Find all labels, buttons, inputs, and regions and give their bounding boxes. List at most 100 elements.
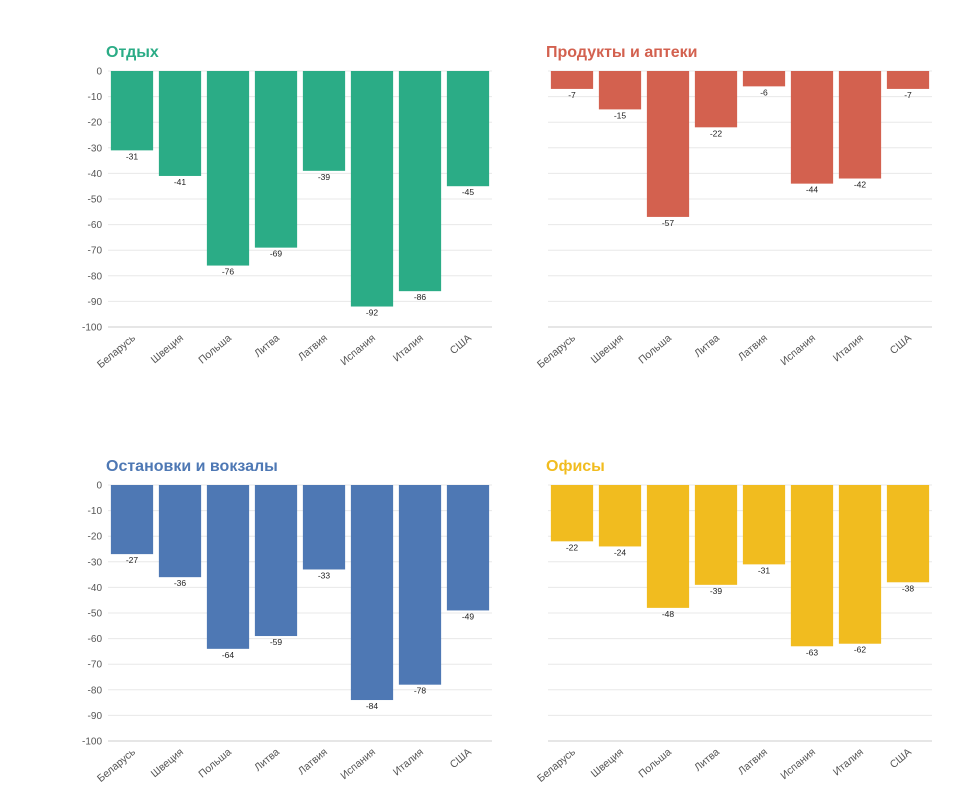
data-label: -48	[662, 609, 675, 619]
x-tick-label: Латвия	[296, 332, 330, 363]
x-tick-label: Италия	[831, 746, 866, 778]
bar	[838, 485, 882, 644]
y-tick-label: -100	[82, 323, 102, 334]
data-label: -15	[614, 110, 627, 120]
bar	[302, 485, 346, 570]
x-tick-label: США	[888, 746, 914, 771]
bar	[158, 485, 202, 578]
data-label: -69	[270, 249, 283, 259]
y-tick-label: -10	[88, 92, 103, 103]
y-tick-label: -40	[88, 169, 103, 180]
bar	[398, 485, 442, 685]
x-tick-label: Польша	[636, 746, 674, 780]
y-tick-label: -80	[88, 271, 103, 282]
bar	[790, 71, 834, 184]
bar	[550, 71, 594, 89]
x-tick-label: Италия	[391, 746, 426, 778]
x-tick-label: Беларусь	[535, 332, 578, 371]
bar	[302, 71, 346, 171]
bar	[742, 71, 786, 87]
bar	[886, 485, 930, 583]
y-tick-label: -20	[88, 118, 103, 129]
bar	[598, 485, 642, 547]
bar	[646, 485, 690, 608]
y-tick-label: -100	[82, 737, 102, 748]
y-tick-label: -20	[88, 532, 103, 543]
data-label: -42	[854, 180, 867, 190]
data-label: -78	[414, 686, 427, 696]
y-tick-label: -90	[88, 711, 103, 722]
x-tick-label: Испания	[778, 332, 818, 368]
data-label: -6	[760, 87, 768, 97]
data-label: -59	[270, 637, 283, 647]
x-tick-label: Беларусь	[95, 332, 138, 371]
y-tick-label: -30	[88, 143, 103, 154]
y-tick-label: -50	[88, 195, 103, 206]
data-label: -62	[854, 645, 867, 655]
data-label: -24	[614, 547, 627, 557]
data-label: -7	[568, 90, 576, 100]
data-label: -31	[126, 151, 139, 161]
bar	[838, 71, 882, 179]
y-tick-label: -50	[88, 609, 103, 620]
x-tick-label: Польша	[196, 746, 234, 780]
data-label: -44	[806, 185, 819, 195]
bar	[158, 71, 202, 176]
x-tick-label: Швеция	[149, 332, 186, 366]
data-label: -33	[318, 570, 331, 580]
bar	[254, 485, 298, 637]
x-tick-label: Литва	[692, 332, 722, 360]
data-label: -41	[174, 177, 187, 187]
data-label: -84	[366, 701, 379, 711]
x-tick-label: Швеция	[589, 332, 626, 366]
data-label: -27	[126, 555, 139, 565]
x-tick-label: США	[888, 332, 914, 357]
y-tick-label: -90	[88, 297, 103, 308]
y-tick-label: -80	[88, 685, 103, 696]
data-label: -49	[462, 611, 475, 621]
bar	[694, 71, 738, 128]
data-label: -7	[904, 90, 912, 100]
x-tick-label: Италия	[831, 332, 866, 364]
x-tick-label: Польша	[196, 332, 234, 366]
bar	[886, 71, 930, 89]
y-tick-label: -70	[88, 246, 103, 257]
bar	[398, 71, 442, 292]
bar	[446, 71, 490, 187]
y-tick-label: -40	[88, 583, 103, 594]
x-tick-label: Италия	[391, 332, 426, 364]
x-tick-label: Литва	[692, 746, 722, 774]
y-tick-label: -10	[88, 506, 103, 517]
chart-panel-4: Офисы -22 Беларусь -24 Швеция -48 Польша -39 Лит…	[535, 458, 932, 785]
bar	[446, 485, 490, 611]
data-label: -38	[902, 583, 915, 593]
bar	[598, 71, 642, 110]
bar	[350, 485, 394, 701]
bar	[742, 485, 786, 565]
data-label: -76	[222, 267, 235, 277]
bar	[694, 485, 738, 585]
y-tick-label: -60	[88, 220, 103, 231]
x-tick-label: Латвия	[736, 332, 770, 363]
y-tick-label: 0	[96, 481, 102, 492]
chart-panel-1: Отдых 0 -10 -20 -30 -40 -50 -60 -70 -80 -90 -100 -31…	[82, 44, 492, 371]
x-tick-label: Латвия	[296, 746, 330, 777]
data-label: -92	[366, 308, 379, 318]
x-tick-label: США	[448, 332, 474, 357]
x-tick-label: Испания	[338, 332, 378, 368]
y-tick-label: 0	[96, 67, 102, 78]
chart-panel-2: Продукты и аптеки -7 Беларусь -15 Швеция -57 П…	[535, 44, 932, 371]
chart-title: Остановки и вокзалы	[106, 458, 278, 475]
chart-title: Офисы	[546, 458, 605, 475]
bar	[550, 485, 594, 542]
bar	[110, 485, 154, 555]
data-label: -63	[806, 647, 819, 657]
x-tick-label: Испания	[778, 746, 818, 782]
bar	[254, 71, 298, 248]
y-tick-label: -60	[88, 634, 103, 645]
bar	[110, 71, 154, 151]
data-label: -22	[566, 542, 579, 552]
data-label: -36	[174, 578, 187, 588]
data-label: -45	[462, 187, 475, 197]
